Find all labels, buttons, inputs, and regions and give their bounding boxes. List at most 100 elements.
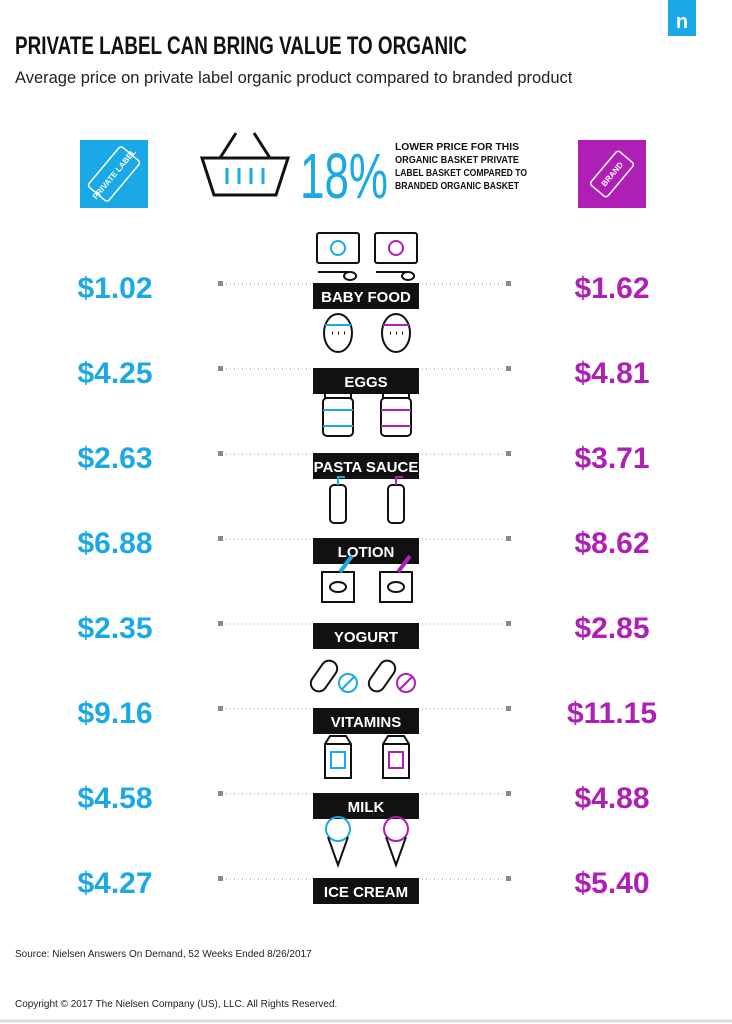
source: Source: Nielsen Answers On Demand, 52 We… <box>15 949 312 960</box>
line-end <box>506 536 511 541</box>
row-label: ICE CREAM <box>324 884 408 901</box>
line-end <box>506 791 511 796</box>
line-end <box>218 621 223 626</box>
label-box <box>313 283 419 309</box>
title: PRIVATE LABEL CAN BRING VALUE TO ORGANIC <box>15 32 467 60</box>
line-end <box>218 706 223 711</box>
icon-part <box>396 673 416 693</box>
icon-part <box>327 836 349 868</box>
row-label: LOTION <box>338 544 395 561</box>
highlight-line: LABEL BASKET COMPARED TO <box>395 167 527 179</box>
label-box <box>313 623 419 649</box>
logo-box <box>668 0 696 36</box>
icon-part <box>399 676 413 690</box>
label-box <box>313 538 419 564</box>
icon-part <box>381 313 411 353</box>
highlight-line: BRANDED ORGANIC BASKET <box>395 180 519 192</box>
rows: BABY FOOD $1.02 $1.62 EGGS $4.25 $4.81 PASTA S… <box>77 232 657 904</box>
brand-price: $8.62 <box>574 527 649 560</box>
icon-part <box>330 240 346 256</box>
logo: n <box>676 11 688 33</box>
icon-part <box>309 659 339 693</box>
row-label: BABY FOOD <box>321 289 411 306</box>
row: MILK $4.58 $4.88 <box>77 735 650 819</box>
label-box <box>313 453 419 479</box>
icon-part <box>381 409 411 427</box>
icon-part <box>324 735 352 779</box>
brand-badge <box>578 140 646 208</box>
private-label-badge <box>80 140 148 208</box>
private-label-price: $6.88 <box>77 527 152 560</box>
label-box <box>313 708 419 734</box>
icon-part <box>322 397 354 437</box>
line-end <box>218 366 223 371</box>
line-end <box>506 876 511 881</box>
icon-part <box>383 816 409 842</box>
basket-icon <box>199 132 291 197</box>
icon-part <box>323 313 353 353</box>
icon-part <box>382 735 410 779</box>
icon-part <box>374 232 418 264</box>
icon-part <box>323 409 353 427</box>
line-end <box>218 791 223 796</box>
row-label: PASTA SAUCE <box>314 459 419 476</box>
row: YOGURT $2.35 $2.85 <box>77 554 650 649</box>
icon-part <box>387 581 405 593</box>
line-end <box>506 621 511 626</box>
line-end <box>506 281 511 286</box>
icon-part <box>325 816 351 842</box>
icon-part <box>318 271 358 281</box>
label-box <box>313 793 419 819</box>
brand-price: $4.88 <box>574 782 649 815</box>
line-end <box>218 536 223 541</box>
icon-part <box>321 571 355 603</box>
row: VITAMINS $9.16 $11.15 <box>77 659 657 734</box>
brand-price: $4.81 <box>574 357 649 390</box>
icon-part <box>376 271 416 281</box>
brand-price: $2.85 <box>574 612 649 645</box>
icon-part <box>329 581 347 593</box>
row-label: VITAMINS <box>331 714 402 731</box>
brand-price: $1.62 <box>574 272 649 305</box>
icon-part <box>388 751 404 769</box>
icon-part <box>388 240 404 256</box>
line-end <box>218 876 223 881</box>
row-label: MILK <box>348 799 385 816</box>
highlight-line: LOWER PRICE FOR THIS <box>395 141 519 153</box>
copyright: Copyright © 2017 The Nielsen Company (US… <box>15 999 337 1010</box>
private-label-price: $4.27 <box>77 867 152 900</box>
icon-part <box>385 836 407 868</box>
line-end <box>218 451 223 456</box>
private-label-price: $4.25 <box>77 357 152 390</box>
icon-part <box>330 751 346 769</box>
brand-price: $11.15 <box>567 697 657 730</box>
icon-part <box>367 659 397 693</box>
row-label: YOGURT <box>334 629 398 646</box>
icon-part <box>341 676 355 690</box>
icon-part <box>316 232 360 264</box>
icon-part <box>337 476 345 485</box>
line-end <box>506 451 511 456</box>
row-label: EGGS <box>344 374 387 391</box>
line-end <box>506 366 511 371</box>
private-label-price: $4.58 <box>77 782 152 815</box>
row: ICE CREAM $4.27 $5.40 <box>77 816 650 904</box>
label-box <box>313 878 419 904</box>
brand-price: $5.40 <box>574 867 649 900</box>
private-label-price: $2.63 <box>77 442 152 475</box>
row: BABY FOOD $1.02 $1.62 <box>77 232 650 309</box>
icon-part <box>338 673 358 693</box>
row: LOTION $6.88 $8.62 <box>77 476 650 564</box>
line-end <box>506 706 511 711</box>
highlight-line: ORGANIC BASKET PRIVATE <box>395 154 519 166</box>
icon-part <box>395 476 403 485</box>
subtitle: Average price on private label organic p… <box>15 69 573 87</box>
icon-part <box>396 554 412 574</box>
highlight-figure: 18% <box>300 140 388 212</box>
icon-part <box>379 571 413 603</box>
private-label-price: $2.35 <box>77 612 152 645</box>
private-label-price: $1.02 <box>77 272 152 305</box>
icon-part <box>338 554 354 574</box>
icon-part <box>380 397 412 437</box>
